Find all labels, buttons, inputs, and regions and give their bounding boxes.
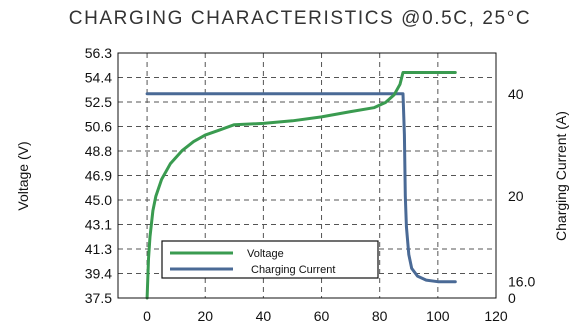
y-tick-label: 52.5 [85, 94, 112, 110]
x-axis-ticks: 0 20 40 60 80 100 120 [143, 308, 508, 324]
x-tick-label: 20 [197, 308, 213, 324]
x-tick-label: 120 [484, 308, 508, 324]
y-tick-label: 50.6 [85, 119, 112, 135]
y-tick-label: 54.4 [85, 70, 112, 86]
y-tick-label: 56.3 [85, 45, 112, 61]
left-axis-ticks: 56.3 54.4 52.5 50.6 48.8 46.9 45.0 43.1 41.3 39.4… [85, 45, 112, 306]
y2-axis-label: Charging Current (A) [553, 111, 569, 241]
legend: Voltage Charging Current [161, 240, 379, 279]
y-tick-label: 46.9 [85, 168, 112, 184]
y-tick-label: 43.1 [85, 217, 112, 233]
legend-label-voltage: Voltage [247, 248, 284, 260]
chart-title: CHARGING CHARACTERISTICS @0.5C, 25°C [69, 8, 531, 29]
y-tick-label: 39.4 [85, 266, 112, 282]
y-tick-label: 41.3 [85, 241, 112, 257]
y-tick-label: 37.5 [85, 290, 112, 306]
right-axis-ticks: 40 20 16.00 [508, 86, 535, 306]
y-tick-label: 48.8 [85, 143, 112, 159]
y2-tick-label: 16.0 [508, 274, 535, 290]
y-axis-label: Voltage (V) [15, 141, 31, 210]
x-tick-label: 60 [314, 308, 330, 324]
series-lines [145, 71, 457, 300]
x-tick-label: 0 [143, 308, 151, 324]
series-line-charging-current [145, 92, 457, 284]
y2-tick-label: 20 [508, 188, 524, 204]
x-tick-label: 80 [372, 308, 388, 324]
y-tick-label: 45.0 [85, 192, 112, 208]
legend-label-charging-current: Charging Current [251, 264, 335, 276]
plot-frame [117, 52, 497, 299]
x-tick-label: 40 [256, 308, 272, 324]
legend-box [161, 240, 379, 279]
x-tick-label: 100 [426, 308, 450, 324]
series-line-voltage [145, 71, 457, 300]
y2-tick-label: 0 [508, 290, 516, 306]
y2-tick-label: 40 [508, 86, 524, 102]
